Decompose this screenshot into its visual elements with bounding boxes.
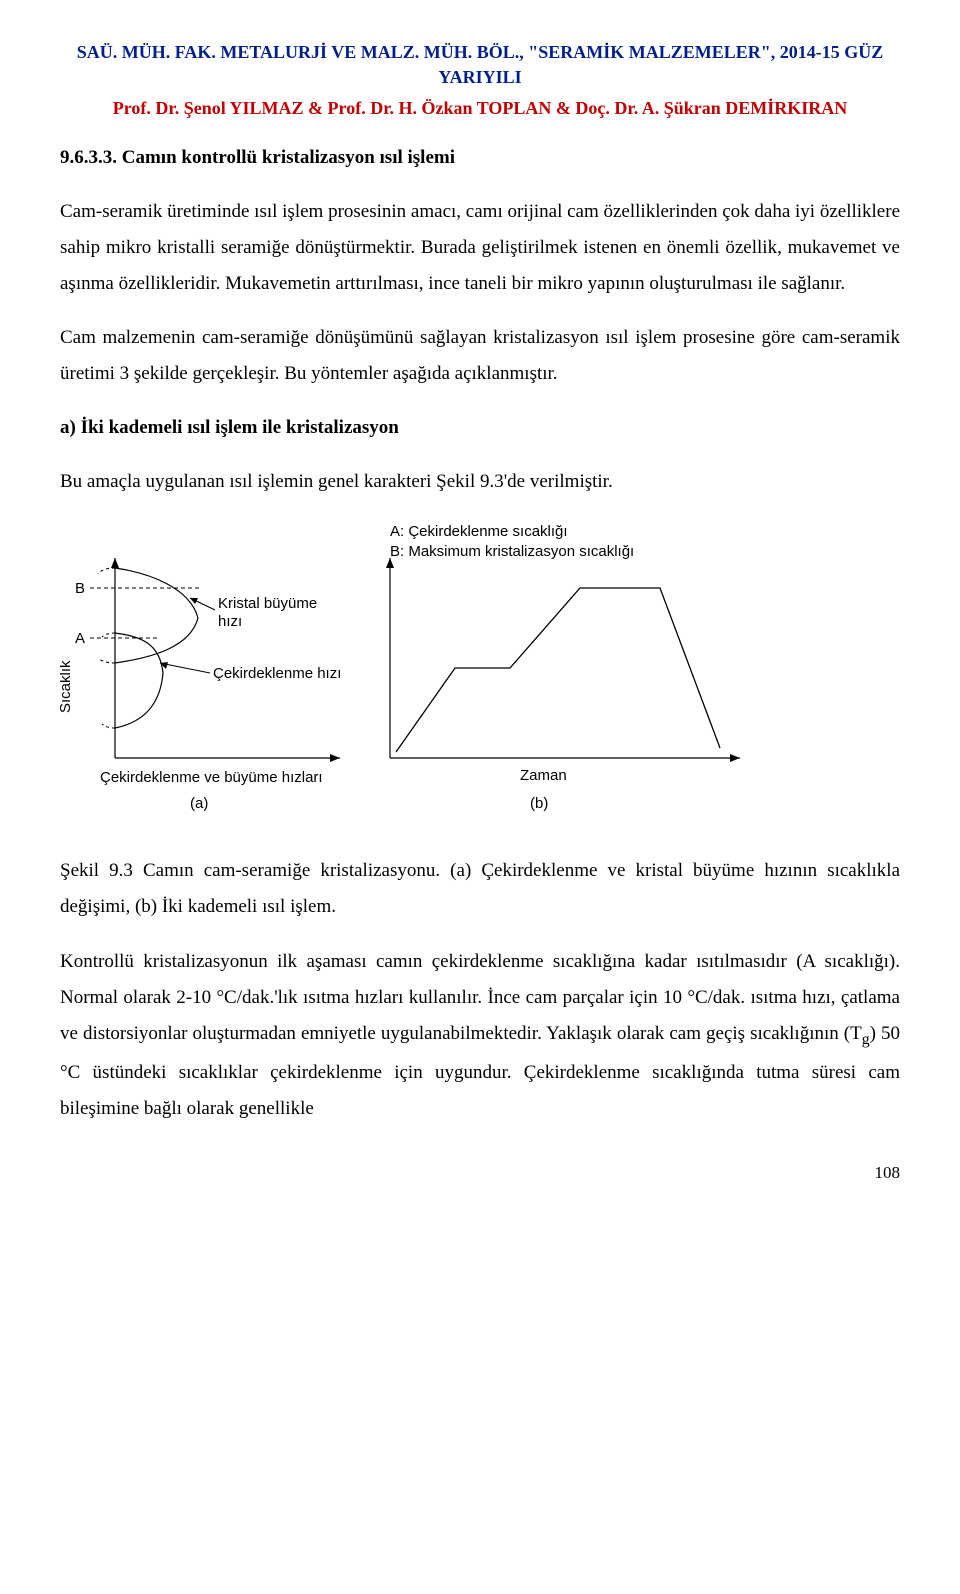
course-header: SAÜ. MÜH. FAK. METALURJİ VE MALZ. MÜH. B… (60, 40, 900, 90)
caption-b: (b) (530, 795, 548, 812)
figure-svg: A: Çekirdeklenme sıcaklığı B: Maksimum k… (60, 518, 760, 823)
x-axis-label-a: Çekirdeklenme ve büyüme hızları (100, 769, 323, 786)
subheading-a: a) İki kademeli ısıl işlem ile kristaliz… (60, 410, 900, 446)
figure-caption: Şekil 9.3 Camın cam-seramiğe kristalizas… (60, 853, 900, 925)
label-kristal2: hızı (218, 613, 242, 630)
paragraph-2: Cam malzemenin cam-seramiğe dönüşümünü s… (60, 320, 900, 392)
right-plot: Zaman (b) (386, 558, 740, 812)
paragraph-3: Bu amaçla uygulanan ısıl işlemin genel k… (60, 464, 900, 500)
p4-part1: Kontrollü kristalizasyonun ilk aşaması c… (60, 951, 900, 1044)
label-cekirdek: Çekirdeklenme hızı (213, 665, 341, 682)
legend-b: B: Maksimum kristalizasyon sıcaklığı (390, 543, 634, 560)
caption-a: (a) (190, 795, 208, 812)
paragraph-1: Cam-seramik üretiminde ısıl işlem proses… (60, 194, 900, 302)
paragraph-4: Kontrollü kristalizasyonun ilk aşaması c… (60, 944, 900, 1127)
label-kristal: Kristal büyüme (218, 595, 317, 612)
legend-a: A: Çekirdeklenme sıcaklığı (390, 523, 568, 540)
figure-9-3: A: Çekirdeklenme sıcaklığı B: Maksimum k… (60, 518, 900, 823)
y-axis-label: Sıcaklık (60, 660, 74, 713)
authors-header: Prof. Dr. Şenol YILMAZ & Prof. Dr. H. Öz… (60, 96, 900, 121)
label-b: B (75, 580, 85, 597)
page-number: 108 (60, 1157, 900, 1189)
section-heading: 9.6.3.3. Camın kontrollü kristalizasyon … (60, 140, 900, 176)
p4-sub: g (862, 1030, 870, 1047)
x-axis-label-b: Zaman (520, 767, 567, 784)
left-plot: B A Kristal büyüme hızı Çekirdeklenme hı… (60, 558, 341, 812)
label-a: A (75, 630, 85, 647)
